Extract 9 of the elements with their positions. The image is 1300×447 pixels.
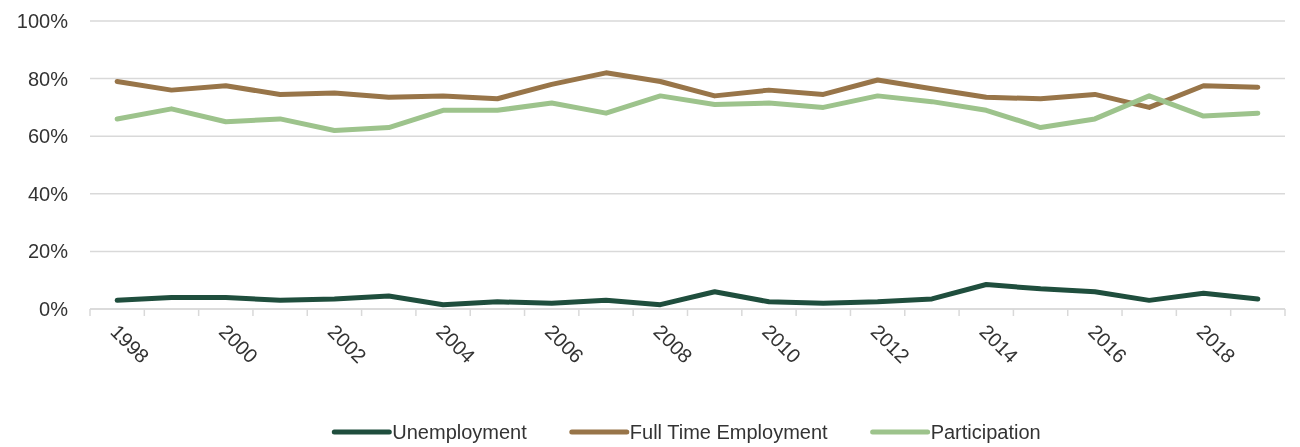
legend-label: Unemployment <box>392 421 528 443</box>
y-tick-label: 80% <box>27 67 69 90</box>
y-tick-label: 60% <box>27 125 69 148</box>
legend-label: Participation <box>930 421 1041 443</box>
legend-label: Full Time Employment <box>629 421 829 443</box>
y-tick-label: 20% <box>27 240 69 263</box>
y-tick-label: 40% <box>27 182 69 205</box>
y-tick-label: 100% <box>16 9 69 32</box>
y-tick-label: 0% <box>39 297 69 320</box>
